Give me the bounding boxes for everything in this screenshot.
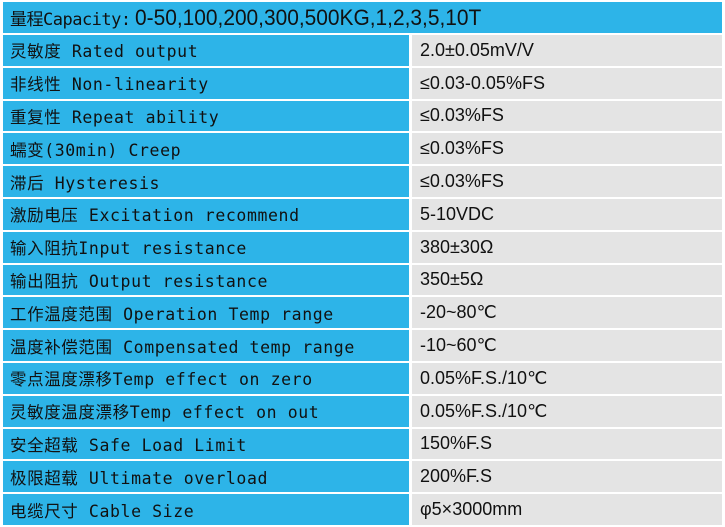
spec-row: 重复性 Repeat ability ≤0.03%FS	[3, 100, 722, 132]
spec-value: 0.05%F.S./10℃	[412, 362, 722, 394]
spec-label: 极限超载 Ultimate overload	[3, 461, 409, 493]
spec-row: 零点温度漂移Temp effect on zero 0.05%F.S./10℃	[3, 362, 722, 394]
spec-value: 0.05%F.S./10℃	[412, 395, 722, 427]
spec-row: 温度补偿范围 Compensated temp range -10~60℃	[3, 330, 722, 361]
spec-row: 非线性 Non-linearity ≤0.03-0.05%FS	[3, 67, 722, 99]
spec-value: -10~60℃	[412, 330, 722, 361]
capacity-value: 0-50,100,200,300,500KG,1,2,3,5,10T	[134, 4, 481, 30]
spec-row: 激励电压 Excitation recommend 5-10VDC	[3, 198, 722, 230]
spec-row: 灵敏度 Rated output 2.0±0.05mV/V	[3, 35, 722, 66]
spec-label: 输出阻抗 Output resistance	[3, 264, 409, 296]
spec-value: ≤0.03%FS	[412, 133, 722, 165]
capacity-header: 量程Capacity: 0-50,100,200,300,500KG,1,2,3…	[3, 2, 722, 33]
spec-row: 滞后 Hysteresis ≤0.03%FS	[3, 166, 722, 197]
spec-label: 安全超载 Safe Load Limit	[3, 428, 409, 460]
spec-value: 5-10VDC	[412, 198, 722, 230]
spec-value: 200%F.S	[412, 461, 722, 493]
spec-label: 激励电压 Excitation recommend	[3, 198, 409, 230]
spec-row: 安全超载 Safe Load Limit 150%F.S	[3, 428, 722, 460]
spec-row: 工作温度范围 Operation Temp range -20~80℃	[3, 297, 722, 329]
spec-label: 重复性 Repeat ability	[3, 100, 409, 132]
spec-label: 非线性 Non-linearity	[3, 67, 409, 99]
spec-label: 工作温度范围 Operation Temp range	[3, 297, 409, 329]
spec-value: φ5×3000mm	[412, 494, 722, 525]
spec-value: 2.0±0.05mV/V	[412, 35, 722, 66]
spec-label: 灵敏度温度漂移Temp effect on out	[3, 395, 409, 427]
spec-label: 零点温度漂移Temp effect on zero	[3, 362, 409, 394]
spec-value: -20~80℃	[412, 297, 722, 329]
capacity-label: 量程Capacity:	[10, 10, 131, 30]
spec-label: 蠕变(30min) Creep	[3, 133, 409, 165]
spec-value: ≤0.03-0.05%FS	[412, 67, 722, 99]
spec-value: ≤0.03%FS	[412, 100, 722, 132]
spec-row: 蠕变(30min) Creep ≤0.03%FS	[3, 133, 722, 165]
spec-value: ≤0.03%FS	[412, 166, 722, 197]
spec-row: 输出阻抗 Output resistance 350±5Ω	[3, 264, 722, 296]
spec-label: 滞后 Hysteresis	[3, 166, 409, 197]
spec-label: 输入阻抗Input resistance	[3, 231, 409, 263]
spec-value: 380±30Ω	[412, 231, 722, 263]
spec-row: 电缆尺寸 Cable Size φ5×3000mm	[3, 494, 722, 525]
spec-row: 极限超载 Ultimate overload 200%F.S	[3, 461, 722, 493]
spec-row: 输入阻抗Input resistance 380±30Ω	[3, 231, 722, 263]
spec-value: 150%F.S	[412, 428, 722, 460]
spec-value: 350±5Ω	[412, 264, 722, 296]
spec-label: 电缆尺寸 Cable Size	[3, 494, 409, 525]
spec-rows: 灵敏度 Rated output 2.0±0.05mV/V 非线性 Non-line…	[3, 35, 722, 527]
spec-label: 灵敏度 Rated output	[3, 35, 409, 66]
spec-row: 灵敏度温度漂移Temp effect on out 0.05%F.S./10℃	[3, 395, 722, 427]
spec-label: 温度补偿范围 Compensated temp range	[3, 330, 409, 361]
